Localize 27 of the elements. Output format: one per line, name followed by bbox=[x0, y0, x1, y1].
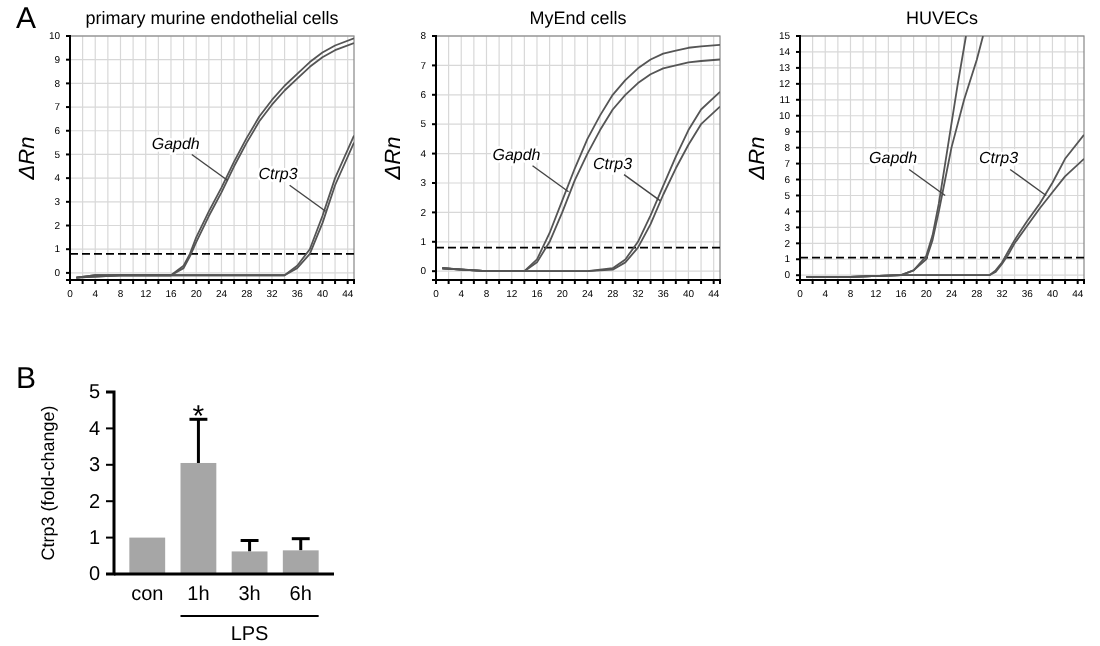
y-tick-label: 2 bbox=[88, 491, 101, 514]
x-tick-label: con bbox=[131, 584, 164, 607]
chart-title: primary murine endothelial cells bbox=[85, 8, 340, 28]
annotation: Ctrp3 bbox=[258, 165, 299, 184]
y-tick-label: 0 bbox=[88, 564, 101, 587]
x-tick-label: 3h bbox=[238, 584, 261, 607]
text: LPS bbox=[230, 624, 270, 646]
x-tick-label: 1h bbox=[187, 584, 210, 607]
annotation: * bbox=[192, 400, 205, 435]
text: A bbox=[16, 2, 37, 36]
annotation: Ctrp3 bbox=[592, 154, 634, 173]
y-axis-title: Ctrp3 (fold-change) bbox=[38, 405, 58, 561]
annotation: Gapdh bbox=[869, 149, 919, 168]
annotation: Gapdh bbox=[492, 145, 542, 164]
y-tick-label: 5 bbox=[88, 382, 101, 405]
text: B bbox=[16, 362, 37, 396]
x-tick-label: 6h bbox=[289, 584, 312, 607]
y-axis-title: ΔRn bbox=[746, 136, 770, 182]
y-axis-title: ΔRn bbox=[16, 136, 40, 182]
y-tick-label: 1 bbox=[88, 528, 101, 550]
annotation: Ctrp3 bbox=[979, 149, 1020, 168]
chart-title: HUVECs bbox=[905, 8, 979, 28]
chart-title: MyEnd cells bbox=[529, 8, 628, 28]
y-tick-label: 3 bbox=[88, 455, 101, 478]
y-tick-label: 4 bbox=[88, 418, 101, 441]
annotation: Gapdh bbox=[151, 134, 201, 153]
y-axis-title: ΔRn bbox=[382, 136, 406, 182]
